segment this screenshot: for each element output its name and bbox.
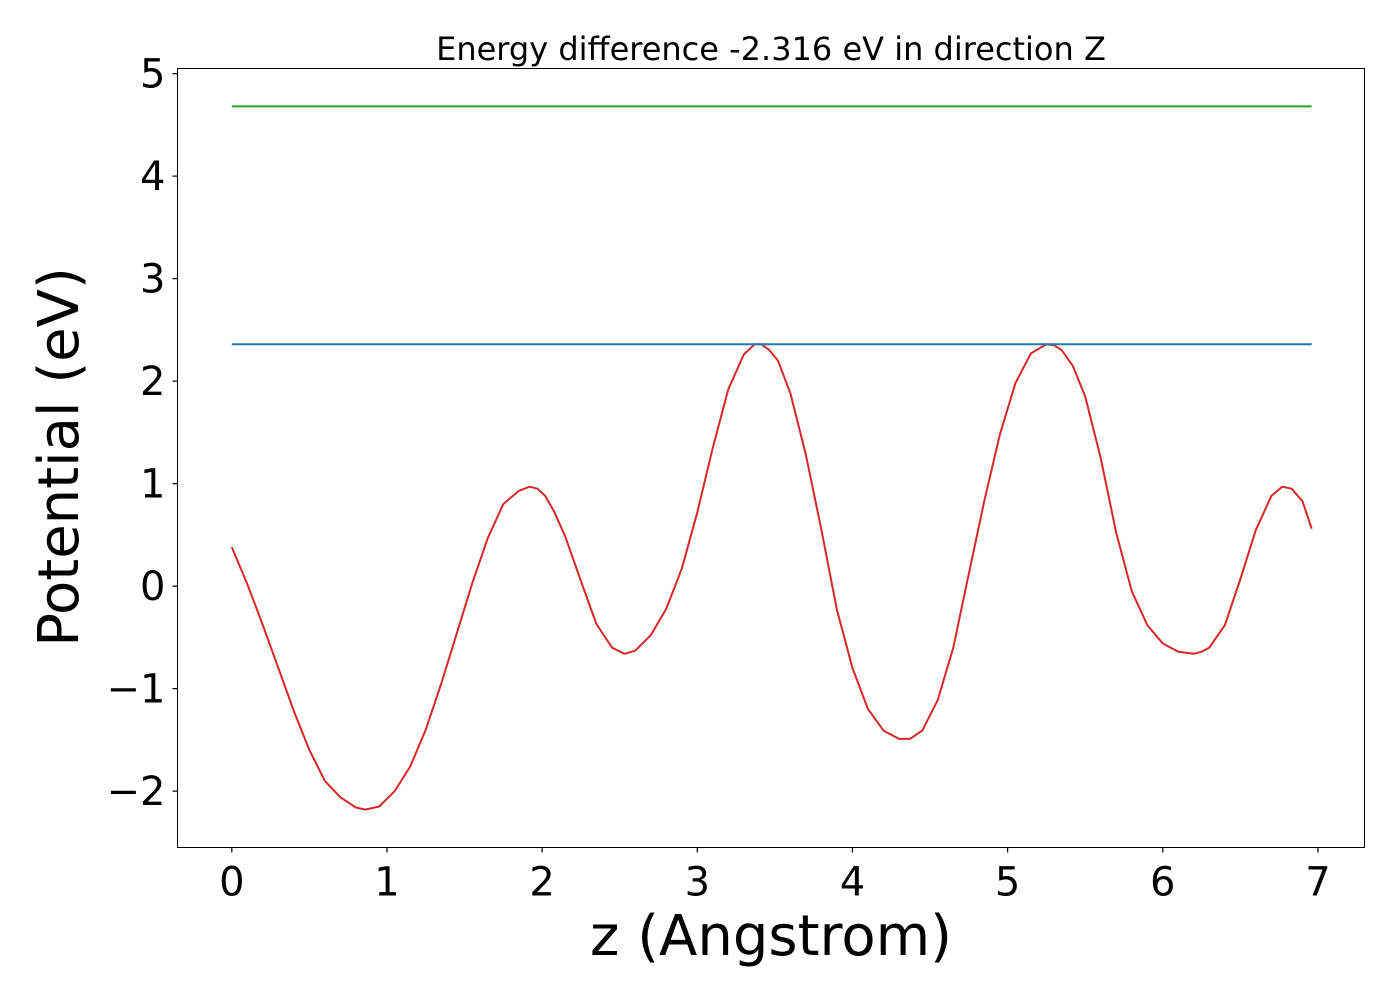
series-line-0 — [230, 343, 1313, 811]
y-tick-label: −1 — [107, 667, 166, 713]
y-tick-label: 3 — [140, 257, 165, 303]
series-layer — [230, 105, 1313, 811]
x-tick-label: 5 — [995, 860, 1020, 906]
x-tick-label: 1 — [374, 860, 399, 906]
x-axis-ticks: 0 1 2 3 4 5 6 7 — [219, 847, 1331, 906]
x-tick-label: 0 — [219, 860, 244, 906]
y-tick-label: 2 — [140, 359, 165, 405]
x-tick-label: 2 — [529, 860, 554, 906]
x-tick-label: 3 — [685, 860, 710, 906]
y-tick-label: 4 — [140, 154, 165, 200]
chart-title: Energy difference -2.316 eV in direction… — [436, 30, 1106, 68]
x-tick-label: 4 — [840, 860, 865, 906]
y-tick-label: 0 — [140, 564, 165, 610]
y-axis-label: Potential (eV) — [27, 267, 92, 647]
x-tick-label: 6 — [1150, 860, 1175, 906]
x-tick-label: 7 — [1305, 860, 1330, 906]
x-axis-label: z (Angstrom) — [590, 904, 952, 969]
y-tick-label: −2 — [107, 769, 166, 815]
y-tick-label: 1 — [140, 462, 165, 508]
y-axis-ticks: −2 −1 0 1 2 3 4 5 — [107, 52, 178, 815]
y-tick-label: 5 — [140, 52, 165, 98]
plot-frame — [177, 68, 1365, 848]
